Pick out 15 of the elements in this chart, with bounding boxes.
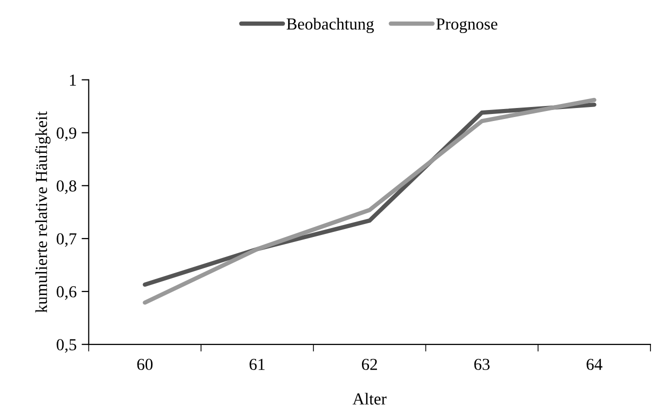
x-axis-title: Alter (352, 392, 387, 405)
y-tick-label: 0,5 (56, 339, 76, 353)
legend-label: Beobachtung (286, 18, 374, 34)
x-tick-label: 63 (474, 358, 490, 370)
y-tick-label: 0,7 (56, 233, 76, 247)
x-tick-label: 61 (250, 358, 265, 370)
y-axis-title: kumulierte relative Häufigkeit (35, 111, 50, 313)
y-tick-label: 0,6 (56, 286, 76, 300)
x-tick-label: 64 (586, 358, 602, 370)
y-tick-label: 0,9 (56, 127, 76, 142)
y-tick-label: 0,8 (56, 180, 76, 194)
y-tick-label: 1 (70, 74, 76, 86)
x-tick-label: 62 (362, 358, 377, 370)
x-tick-label: 60 (137, 358, 153, 370)
legend-label: Prognose (436, 18, 498, 34)
